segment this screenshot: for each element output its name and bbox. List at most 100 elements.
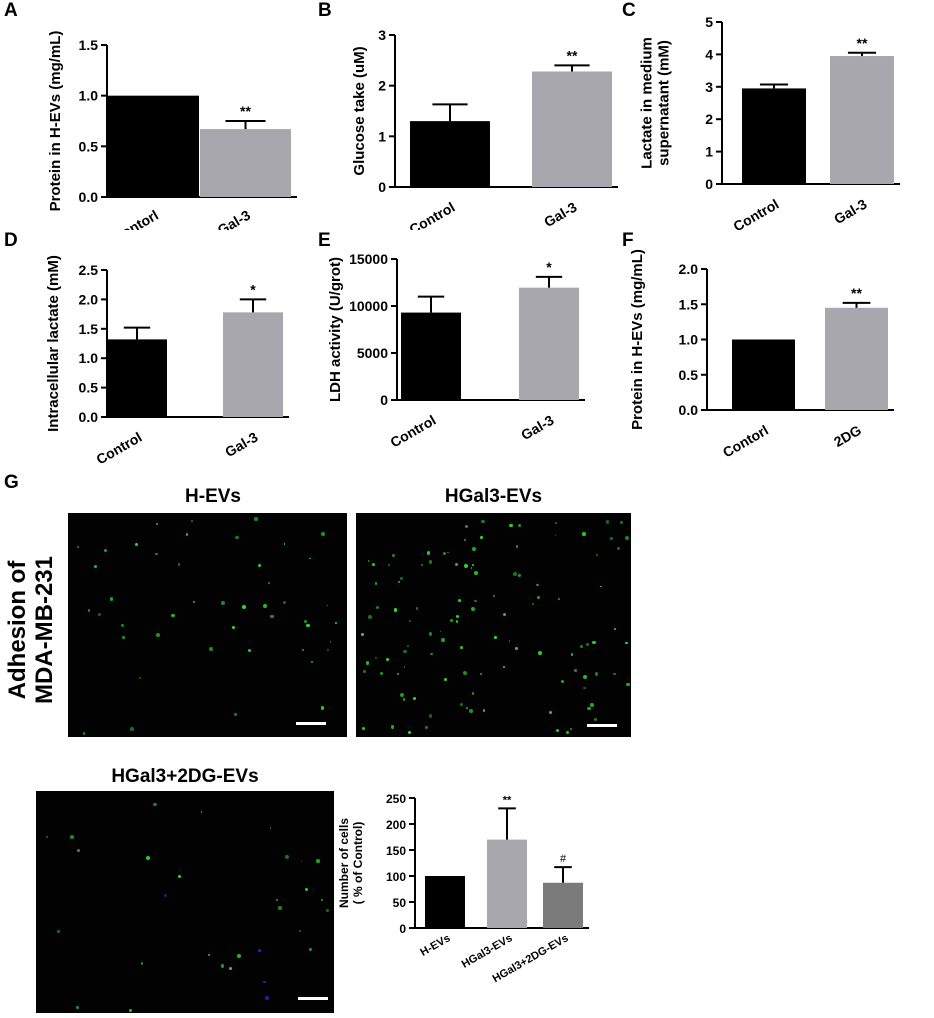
y-tick-label: 1.0: [679, 332, 699, 348]
bar-hgal3-2dg-evs: [543, 882, 583, 928]
bar-control: [410, 121, 490, 187]
cell-dot: [228, 966, 233, 971]
cell-dot: [321, 532, 325, 536]
x-tick-label: Gal-3: [541, 199, 580, 230]
x-tick-label: 2DG: [831, 422, 864, 450]
cell-dot: [76, 546, 79, 549]
y-tick-label: 0: [378, 179, 386, 195]
y-axis-label: LDH activity (U/grot): [327, 257, 344, 402]
panel-letter-g: G: [4, 472, 19, 493]
micrograph-title-hgal3-2dg-evs: HGal3+2DG-EVs: [111, 766, 259, 787]
cell-dot: [258, 563, 262, 567]
y-tick-label: 0: [399, 922, 406, 936]
cell-dot: [537, 595, 541, 599]
cell-dot: [208, 647, 213, 651]
cell-dot: [594, 672, 599, 676]
chart-g: 0 50 100 150 200 250 Number of cells( % of Con…: [337, 792, 589, 985]
cell-dot: [140, 962, 144, 965]
cell-dot: [45, 835, 48, 838]
y-tick-label: 2: [705, 111, 713, 127]
cell-dot: [270, 614, 274, 618]
cell-dot: [403, 666, 406, 669]
y-tick-label: 0: [380, 392, 388, 408]
cell-dot: [379, 671, 384, 676]
bar-gal-3: [200, 129, 291, 197]
y-axis-label: Protein in H-EVs (mg/mL): [629, 249, 646, 430]
significance-mark: **: [567, 47, 578, 63]
bar-gal-3: [223, 312, 283, 417]
cell-dot: [536, 583, 540, 587]
bar-2dg: [825, 307, 888, 410]
cell-dot: [231, 625, 236, 630]
y-tick-label: 1.5: [679, 296, 699, 312]
cell-dot: [502, 666, 505, 669]
cell-dot: [56, 930, 60, 934]
cell-dot: [398, 580, 401, 583]
chart-e: 0 5000 10000 15000 LDH activity (U/grot) Cont…: [327, 251, 585, 450]
cell-dot: [393, 608, 397, 612]
bar-gal-3: [519, 287, 579, 400]
x-tick-label: Control: [730, 196, 781, 230]
bar-h-evs: [425, 876, 465, 928]
bar-hgal3-evs: [487, 839, 527, 928]
cell-dot: [375, 605, 380, 610]
cell-dot: [493, 595, 495, 597]
y-tick-label: 0.0: [79, 189, 99, 205]
x-tick-label: Gal-3: [831, 196, 870, 227]
cell-dot: [325, 908, 329, 912]
cell-dot: [69, 835, 74, 839]
significance-mark: *: [546, 259, 552, 275]
cell-dot: [583, 686, 586, 690]
cell-dot: [444, 678, 447, 681]
cell-dot: [177, 874, 182, 879]
panel-letter-e: E: [318, 230, 331, 251]
y-tick-label: 5000: [357, 345, 388, 361]
cell-dot: [407, 644, 410, 648]
cell-dot: [463, 671, 468, 676]
cell-dot: [171, 613, 175, 618]
y-axis-label: supernatant (mM): [656, 40, 673, 166]
cell-dot: [479, 672, 483, 676]
cell-dot: [613, 627, 617, 631]
y-axis-label: Intracellular lactate (mM): [45, 255, 62, 432]
cell-dot: [303, 620, 307, 623]
cell-dot: [455, 562, 459, 566]
cell-dot: [155, 522, 158, 525]
y-tick-label: 5: [705, 14, 713, 30]
cell-dot: [94, 564, 98, 568]
cell-dot: [464, 539, 467, 541]
significance-mark: **: [857, 35, 868, 51]
cell-dot: [326, 648, 330, 652]
cell-dot: [581, 532, 586, 536]
cell-dot: [600, 585, 602, 588]
cell-dot: [574, 669, 578, 672]
cell-dot: [326, 604, 329, 607]
cell-dot: [415, 607, 419, 610]
cell-dot: [367, 560, 370, 563]
cell-dot: [385, 657, 390, 661]
micrograph-hgal3-evs: [356, 513, 631, 737]
cell-dot: [460, 646, 463, 649]
cell-dot: [254, 517, 258, 521]
significance-mark: **: [503, 794, 512, 806]
cell-dot: [392, 554, 396, 558]
cell-dot: [77, 848, 81, 852]
cell-dot: [590, 703, 594, 707]
y-tick-label: 0.5: [79, 138, 99, 154]
x-tick-label: Contorl: [110, 207, 161, 230]
cell-dot: [177, 563, 180, 566]
y-tick-label: 4: [705, 46, 713, 62]
cell-dot: [236, 954, 241, 959]
bar-control: [742, 88, 806, 184]
cell-dot: [267, 582, 270, 584]
cell-dot: [441, 638, 446, 642]
cell-dot: [298, 929, 301, 932]
cell-dot: [594, 717, 597, 721]
panel-letter-c: C: [622, 0, 636, 21]
cell-dot: [388, 564, 390, 566]
cell-dot: [468, 709, 473, 714]
y-tick-label: 3: [378, 27, 386, 43]
y-tick-label: 15000: [349, 251, 388, 267]
cell-dot: [402, 698, 406, 701]
cell-dot: [560, 679, 565, 684]
